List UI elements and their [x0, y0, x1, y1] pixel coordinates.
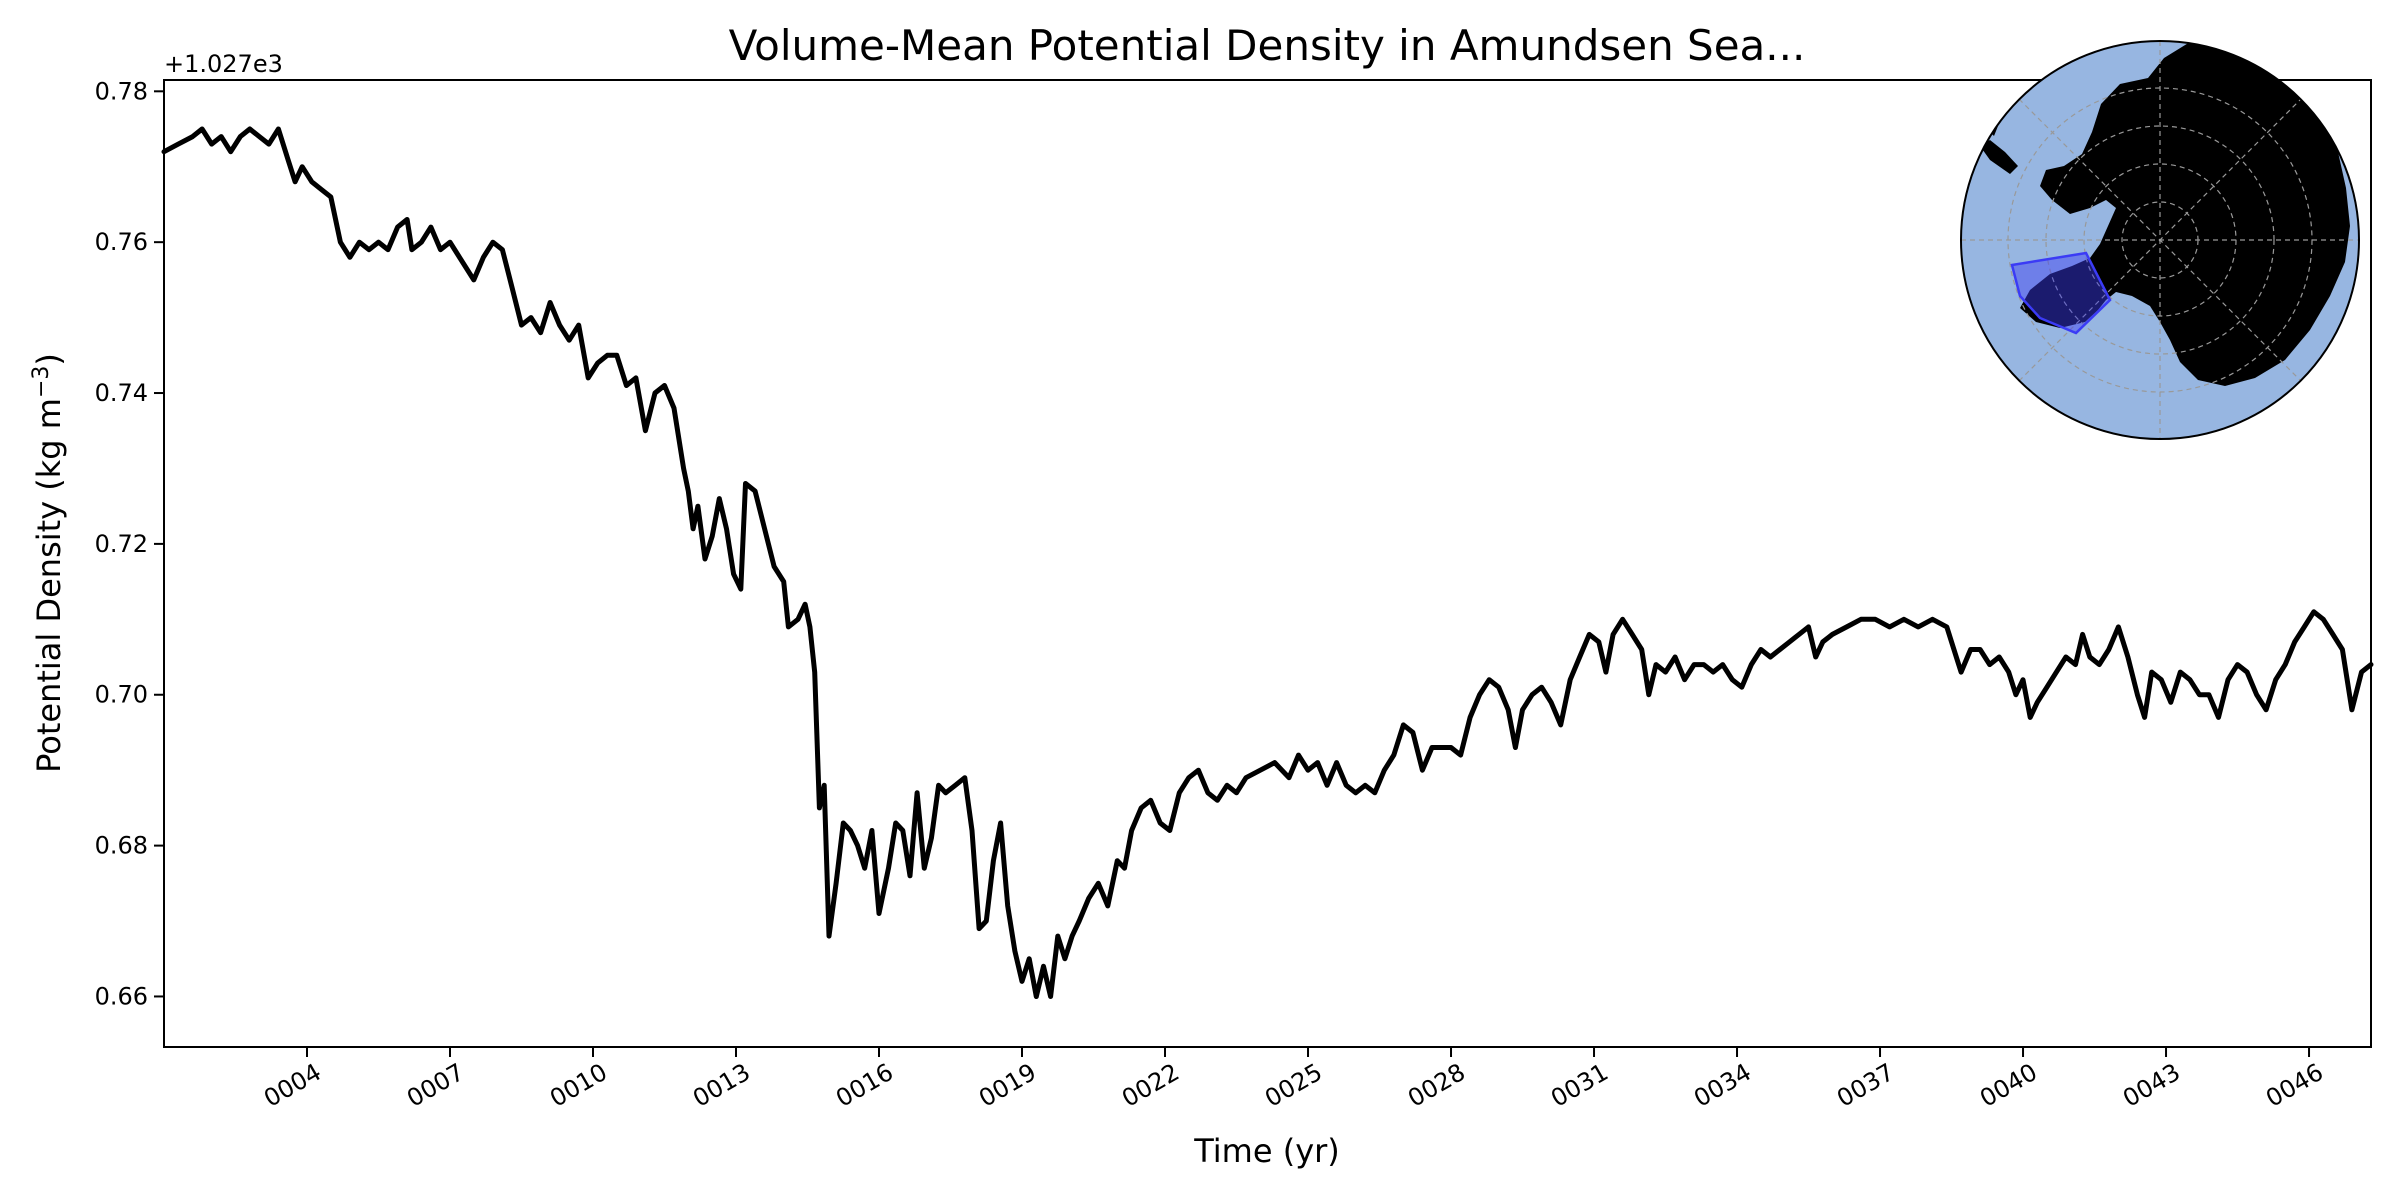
- antarctica-inset-map: [1960, 40, 2360, 440]
- antarctic-peninsula: [1980, 140, 2018, 174]
- antarctica-land: [2020, 41, 2350, 386]
- map-gridlines: [1961, 41, 2359, 439]
- y-axis-label: Potential Density (kg m−3): [29, 353, 68, 773]
- x-axis-label: Time (yr): [1193, 1132, 1340, 1170]
- y-offset-label: +1.027e3: [164, 50, 283, 78]
- map-border: [1960, 40, 2360, 440]
- y-tick-label: 0.72: [95, 530, 148, 558]
- density-series-line: [161, 126, 2374, 999]
- y-axis: 0.66 0.68 0.70 0.72 0.74 0.76 0.78: [95, 77, 164, 1010]
- y-tick-label: 0.70: [95, 681, 148, 709]
- amundsen-sea-region: [2010, 251, 2112, 335]
- y-tick-label: 0.78: [95, 77, 148, 105]
- y-tick-label: 0.66: [95, 982, 148, 1010]
- y-tick-label: 0.76: [95, 228, 148, 256]
- y-tick-label: 0.74: [95, 379, 148, 407]
- y-tick-label: 0.68: [95, 832, 148, 860]
- y-axis-label-main: Potential Density (kg m: [30, 398, 68, 773]
- y-axis-label-end: ): [30, 353, 68, 365]
- y-axis-label-superscript: −3: [29, 366, 54, 398]
- chart-title: Volume-Mean Potential Density in Amundse…: [729, 21, 1806, 70]
